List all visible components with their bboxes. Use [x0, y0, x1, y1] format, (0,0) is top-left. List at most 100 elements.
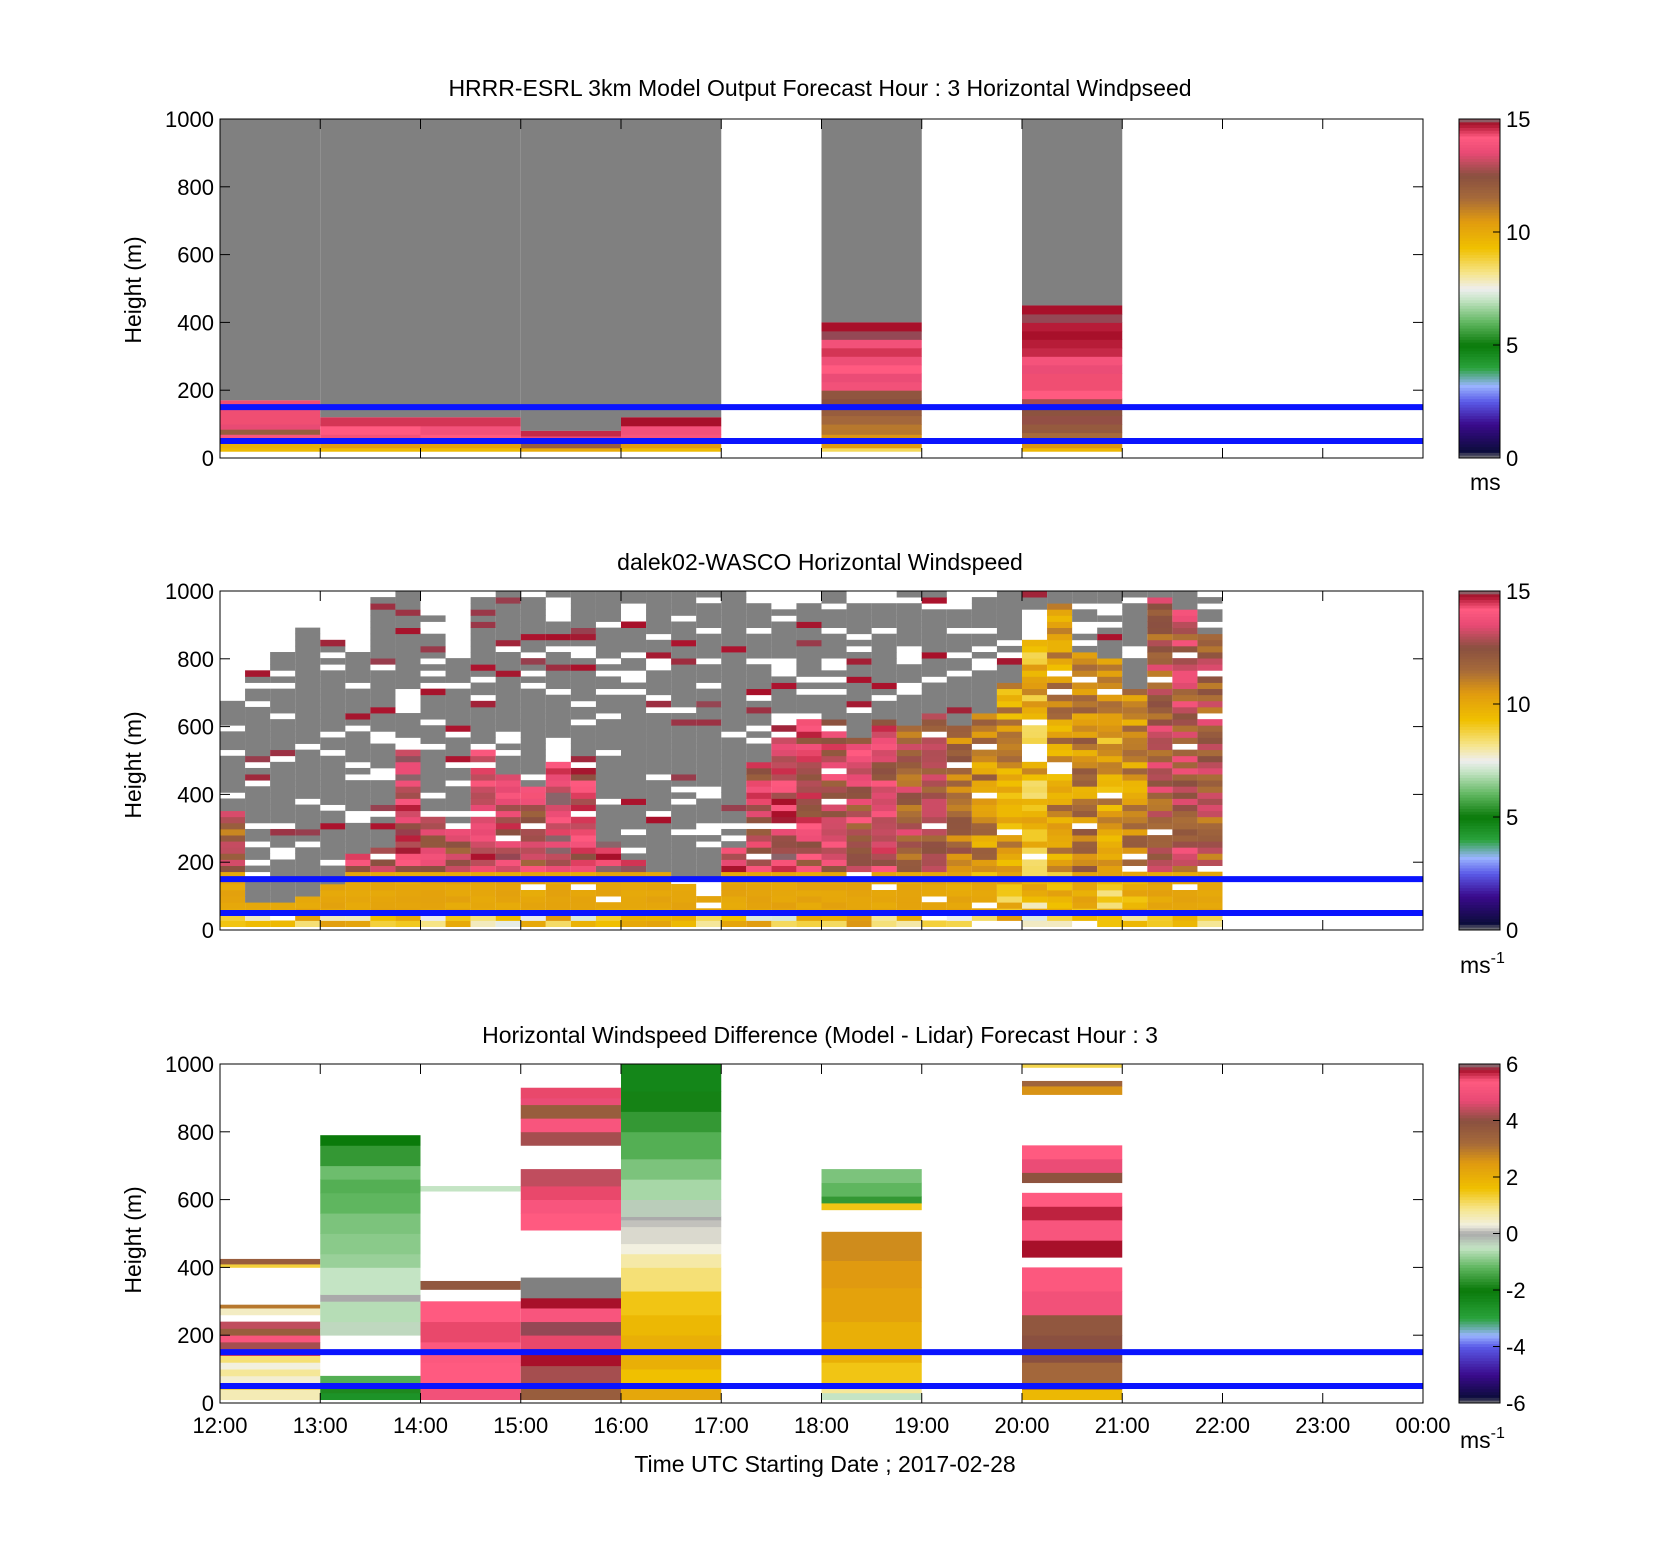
windspeed-cell: [871, 847, 897, 854]
windspeed-cell: [1147, 664, 1173, 671]
missing-data-cell: [1122, 615, 1148, 622]
colorbar-segment: [1459, 610, 1500, 615]
missing-data-cell: [871, 682, 897, 690]
windspeed-cell: [796, 896, 822, 903]
windspeed-cell: [345, 859, 371, 866]
missing-data-cell: [595, 792, 621, 799]
windspeed-cell: [896, 883, 922, 891]
missing-data-cell: [295, 749, 321, 757]
missing-data-cell: [646, 688, 672, 696]
windspeed-cell: [771, 810, 797, 818]
windspeed-cell: [520, 804, 546, 812]
missing-data-cell: [270, 786, 296, 793]
windspeed-cell: [1022, 847, 1048, 854]
missing-data-cell: [370, 670, 396, 677]
windspeed-cell: [1047, 694, 1073, 702]
lidar-windspeed-panel: dalek02-WASCO Horizontal Windspeed Heigh…: [120, 549, 1530, 978]
windspeed-cell: [871, 835, 897, 842]
windspeed-cell: [821, 780, 847, 787]
missing-data-cell: [721, 761, 747, 769]
missing-data-cell: [746, 755, 772, 763]
missing-data-cell: [696, 871, 722, 879]
missing-data-cell: [445, 774, 471, 781]
missing-data-cell: [595, 664, 621, 671]
windspeed-cell: [1097, 798, 1123, 805]
missing-data-cell: [871, 603, 897, 610]
colorbar-segment: [1459, 336, 1500, 340]
windspeed-cell: [971, 725, 997, 732]
windspeed-cell: [1022, 390, 1123, 400]
missing-data-cell: [420, 639, 446, 647]
missing-data-cell: [646, 798, 672, 805]
windspeed-cell: [370, 896, 396, 903]
windspeed-cell: [1122, 688, 1148, 696]
colorbar-segment: [1459, 395, 1500, 400]
windspeed-cell: [846, 828, 872, 836]
windspeed-cell: [470, 853, 496, 860]
missing-data-cell: [721, 615, 747, 622]
missing-data-cell: [370, 603, 396, 610]
colorbar-segment: [1459, 409, 1500, 414]
windspeed-cell: [1072, 786, 1098, 793]
missing-data-cell: [520, 603, 546, 610]
windspeed-cell: [1022, 914, 1048, 921]
windspeed-cell: [821, 859, 847, 866]
windspeed-cell: [570, 865, 596, 873]
missing-data-cell: [570, 737, 596, 744]
windspeed-cell: [1122, 749, 1148, 757]
windspeed-cell: [1022, 398, 1123, 408]
windspeed-cell: [1022, 652, 1048, 659]
windspeed-cell: [771, 865, 797, 873]
windspeed-cell: [1147, 719, 1173, 726]
missing-data-cell: [671, 652, 697, 659]
difference-cell: [1022, 1240, 1123, 1258]
windspeed-cell: [946, 902, 972, 909]
colorbar-segment: [1459, 667, 1500, 671]
windspeed-cell: [971, 767, 997, 775]
missing-data-cell: [245, 828, 271, 836]
windspeed-cell: [1097, 719, 1123, 726]
difference-cell: [821, 1362, 922, 1384]
windspeed-cell: [646, 889, 672, 897]
missing-data-cell: [345, 670, 371, 677]
missing-data-cell: [295, 755, 321, 763]
missing-data-cell: [370, 719, 396, 726]
model-panel-xticks: [219, 119, 1424, 458]
missing-data-cell: [646, 725, 672, 732]
colorbar-segment: [1459, 1281, 1500, 1285]
missing-data-cell: [345, 713, 371, 720]
windspeed-cell: [520, 447, 621, 452]
missing-data-cell: [345, 780, 371, 787]
colorbar-segment: [1459, 763, 1500, 767]
colorbar-segment: [1459, 865, 1500, 869]
colorbar-segment: [1459, 280, 1500, 284]
windspeed-cell: [1147, 798, 1173, 805]
colorbar-segment: [1459, 161, 1500, 165]
windspeed-cell: [220, 413, 321, 425]
windspeed-cell: [846, 743, 872, 751]
missing-data-cell: [545, 682, 571, 690]
windspeed-cell: [520, 865, 546, 873]
y-tick-label: 600: [177, 1188, 214, 1213]
missing-data-cell: [545, 658, 571, 665]
difference-cell: [520, 1213, 621, 1231]
missing-data-cell: [245, 889, 271, 897]
missing-data-cell: [696, 609, 722, 616]
colorbar-segment: [1459, 429, 1500, 434]
windspeed-cell: [621, 871, 647, 879]
missing-data-cell: [370, 645, 396, 653]
missing-data-cell: [971, 652, 997, 659]
windspeed-cell: [1072, 883, 1098, 891]
windspeed-cell: [1197, 731, 1223, 738]
y-tick-label: 200: [177, 850, 214, 875]
colorbar-segment: [1459, 1227, 1500, 1232]
y-tick-label: 0: [202, 446, 214, 471]
colorbar-segment: [1459, 647, 1500, 651]
windspeed-cell: [1122, 810, 1148, 818]
missing-data-cell: [896, 627, 922, 635]
windspeed-cell: [1122, 828, 1148, 836]
windspeed-cell: [220, 434, 321, 442]
missing-data-cell: [595, 786, 621, 793]
difference-cell: [821, 1321, 922, 1363]
windspeed-cell: [595, 841, 621, 848]
